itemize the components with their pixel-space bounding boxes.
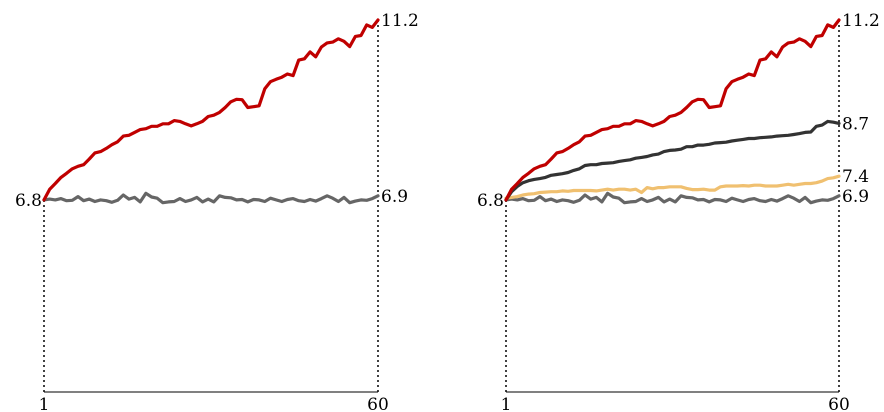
right-chart-panel: 1 60 6.8 11.2 8.7 7.46.9 xyxy=(477,11,880,412)
series-line-6.9 xyxy=(42,191,380,205)
end-value-label: 8.7 xyxy=(842,114,869,134)
end-value-label: 6.9 xyxy=(381,187,408,207)
series-line-8.7 xyxy=(504,119,841,202)
x-tick-label-first: 1 xyxy=(39,395,50,412)
end-value-label: 7.4 xyxy=(842,167,869,187)
start-value-label: 6.8 xyxy=(477,191,504,211)
series-line-11.2 xyxy=(504,18,841,202)
series-line-11.2 xyxy=(42,18,380,202)
end-value-label: 11.2 xyxy=(842,11,880,31)
x-tick-label-first: 1 xyxy=(501,395,512,412)
x-tick-label-last: 60 xyxy=(367,395,389,412)
series-line-6.9 xyxy=(504,191,841,205)
left-chart-panel: 1 60 6.8 11.2 6.9 xyxy=(15,11,419,412)
series-line-7.4 xyxy=(504,174,841,200)
end-value-label: 11.2 xyxy=(381,11,419,31)
x-tick-label-last: 60 xyxy=(828,395,850,412)
start-value-label: 6.8 xyxy=(15,191,42,211)
end-value-label: 6.9 xyxy=(842,187,869,207)
